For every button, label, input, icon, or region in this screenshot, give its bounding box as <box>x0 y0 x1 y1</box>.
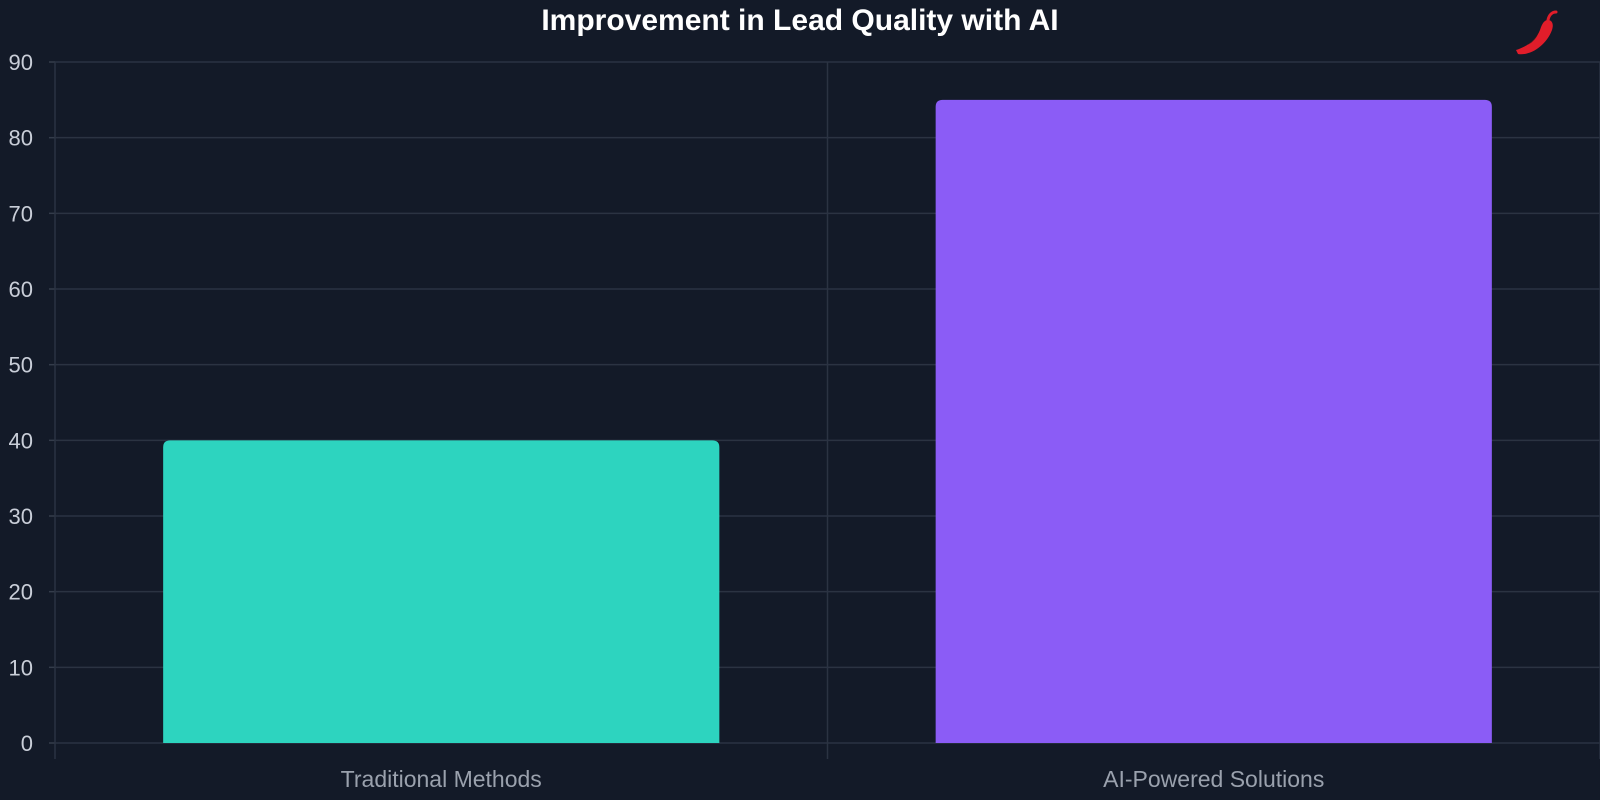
y-tick-label: 60 <box>9 277 33 302</box>
x-axis-ticks: Traditional Methods AI-Powered Solutions <box>341 766 1325 792</box>
bar-2 <box>935 99 1492 744</box>
x-tick-label: AI-Powered Solutions <box>1103 766 1324 792</box>
bar-1 <box>163 440 720 743</box>
y-tick-label: 80 <box>9 126 33 151</box>
y-tick-label: 30 <box>9 504 33 529</box>
y-tick-label: 10 <box>9 655 33 680</box>
y-tick-label: 0 <box>21 731 33 756</box>
x-tick-label: Traditional Methods <box>341 766 542 792</box>
y-tick-label: 90 <box>9 50 33 75</box>
chili-pepper-icon <box>1516 10 1558 55</box>
y-tick-label: 70 <box>9 201 33 226</box>
y-tick-label: 40 <box>9 428 33 453</box>
y-axis-ticks: 0 10 20 30 40 50 60 70 80 90 <box>9 50 33 756</box>
bars <box>163 99 1492 744</box>
y-tick-label: 20 <box>9 580 33 605</box>
chart-title: Improvement in Lead Quality with AI <box>541 4 1058 37</box>
y-tick-label: 50 <box>9 353 33 378</box>
